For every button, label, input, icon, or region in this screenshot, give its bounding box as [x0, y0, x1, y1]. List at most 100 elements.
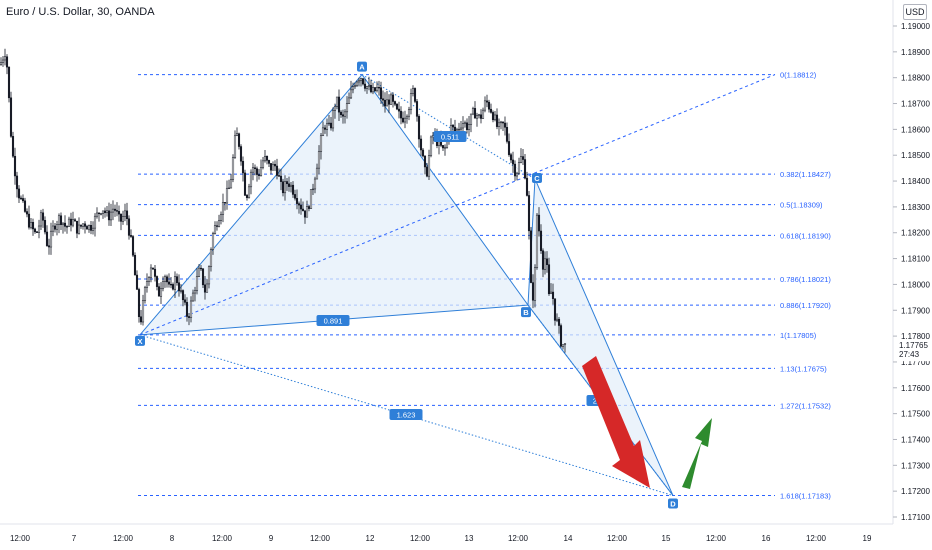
pattern-triangle-bcd: [527, 178, 674, 496]
candle-body: [281, 181, 285, 194]
candle-body: [37, 225, 41, 233]
y-tick-label: 1.17800: [901, 332, 930, 341]
bullish-arrow: [682, 418, 712, 489]
candle-body: [543, 258, 547, 270]
candle-body: [63, 222, 67, 227]
candle-body: [75, 220, 79, 234]
candle-body: [541, 250, 545, 270]
y-tick-label: 1.18000: [901, 280, 930, 289]
candle-body: [47, 245, 51, 248]
candle-body: [533, 267, 537, 301]
candle-body: [193, 290, 197, 294]
candle-body: [221, 202, 225, 215]
candle-body: [305, 206, 309, 218]
candle-body: [243, 172, 247, 196]
candle-body: [101, 210, 105, 214]
candle-body: [279, 175, 283, 182]
candle-body: [491, 112, 495, 121]
candle-body: [277, 175, 281, 177]
candle-body: [215, 225, 219, 227]
candle-body: [51, 225, 55, 232]
x-tick-label: 15: [662, 534, 671, 543]
fib-level-label: 1.13(1.17675): [780, 364, 827, 373]
candle-body: [301, 208, 305, 211]
candle-body: [15, 175, 19, 190]
fib-level-label: 1.272(1.17532): [780, 401, 831, 410]
x-tick-label: 12:00: [113, 534, 134, 543]
candle-body: [335, 96, 339, 107]
candle-body: [213, 225, 217, 234]
candle-body: [61, 222, 65, 225]
y-tick-label: 1.18100: [901, 255, 930, 264]
x-tick-label: 12:00: [10, 534, 31, 543]
y-tick-label: 1.18300: [901, 203, 930, 212]
candle-body: [389, 94, 393, 105]
candle-body: [369, 85, 373, 93]
candle-body: [219, 214, 223, 221]
fib-level-label: 0.618(1.18190): [780, 231, 831, 240]
candle-body: [171, 284, 175, 290]
trend-line: [139, 74, 776, 336]
y-tick-label: 1.18800: [901, 74, 930, 83]
candle-body: [89, 225, 93, 231]
candle-body: [353, 85, 357, 87]
candle-body: [109, 211, 113, 221]
x-tick-label: 12:00: [607, 534, 628, 543]
candle-body: [459, 127, 463, 130]
candle-body: [479, 114, 483, 119]
candle-body: [71, 219, 75, 226]
candle-body: [355, 81, 359, 86]
candle-body: [265, 156, 269, 161]
candle-body: [261, 160, 265, 168]
x-tick-label: 13: [465, 534, 474, 543]
fib-level-label: 0(1.18812): [780, 71, 817, 80]
candle-body: [45, 231, 49, 246]
currency-button[interactable]: USD: [903, 4, 927, 20]
candle-body: [347, 97, 351, 104]
fib-level-label: 1.618(1.17183): [780, 492, 831, 501]
candle-body: [257, 174, 261, 176]
candle-body: [349, 89, 353, 99]
candle-body: [137, 289, 141, 317]
candle-body: [33, 228, 37, 233]
candle-body: [371, 87, 375, 93]
candle-body: [237, 133, 241, 147]
candle-body: [273, 163, 277, 167]
candle-body: [121, 216, 125, 222]
candle-body: [317, 151, 321, 169]
candle-body: [161, 281, 165, 290]
pattern-point-label: B: [523, 308, 529, 317]
candle-body: [465, 122, 469, 130]
candle-body: [555, 318, 559, 321]
candle-body: [229, 179, 233, 189]
candle-body: [123, 210, 127, 217]
countdown-label: 27:43: [899, 350, 920, 359]
ratio-badge: [433, 131, 467, 142]
candle-body: [485, 100, 489, 103]
candle-body: [179, 290, 183, 292]
candle-body: [343, 111, 347, 117]
y-tick-label: 1.18600: [901, 125, 930, 134]
candle-body: [191, 292, 195, 302]
candle-body: [141, 300, 145, 323]
candle-body: [425, 166, 429, 177]
fib-level-label: 0.382(1.18427): [780, 170, 831, 179]
candle-body: [67, 218, 71, 227]
candle-body: [269, 163, 273, 171]
candle-body: [363, 83, 367, 89]
candle-body: [69, 218, 73, 226]
candle-body: [79, 224, 83, 227]
candle-body: [327, 122, 331, 125]
candle-body: [483, 100, 487, 111]
candle-body: [73, 219, 77, 222]
candle-body: [367, 85, 371, 87]
candle-body: [441, 145, 445, 149]
candle-body: [385, 99, 389, 107]
candle-body: [463, 122, 467, 124]
candle-body: [475, 115, 479, 119]
candle-body: [99, 213, 103, 215]
candle-body: [267, 160, 271, 164]
candle-body: [55, 224, 59, 230]
candle-body: [469, 113, 473, 125]
